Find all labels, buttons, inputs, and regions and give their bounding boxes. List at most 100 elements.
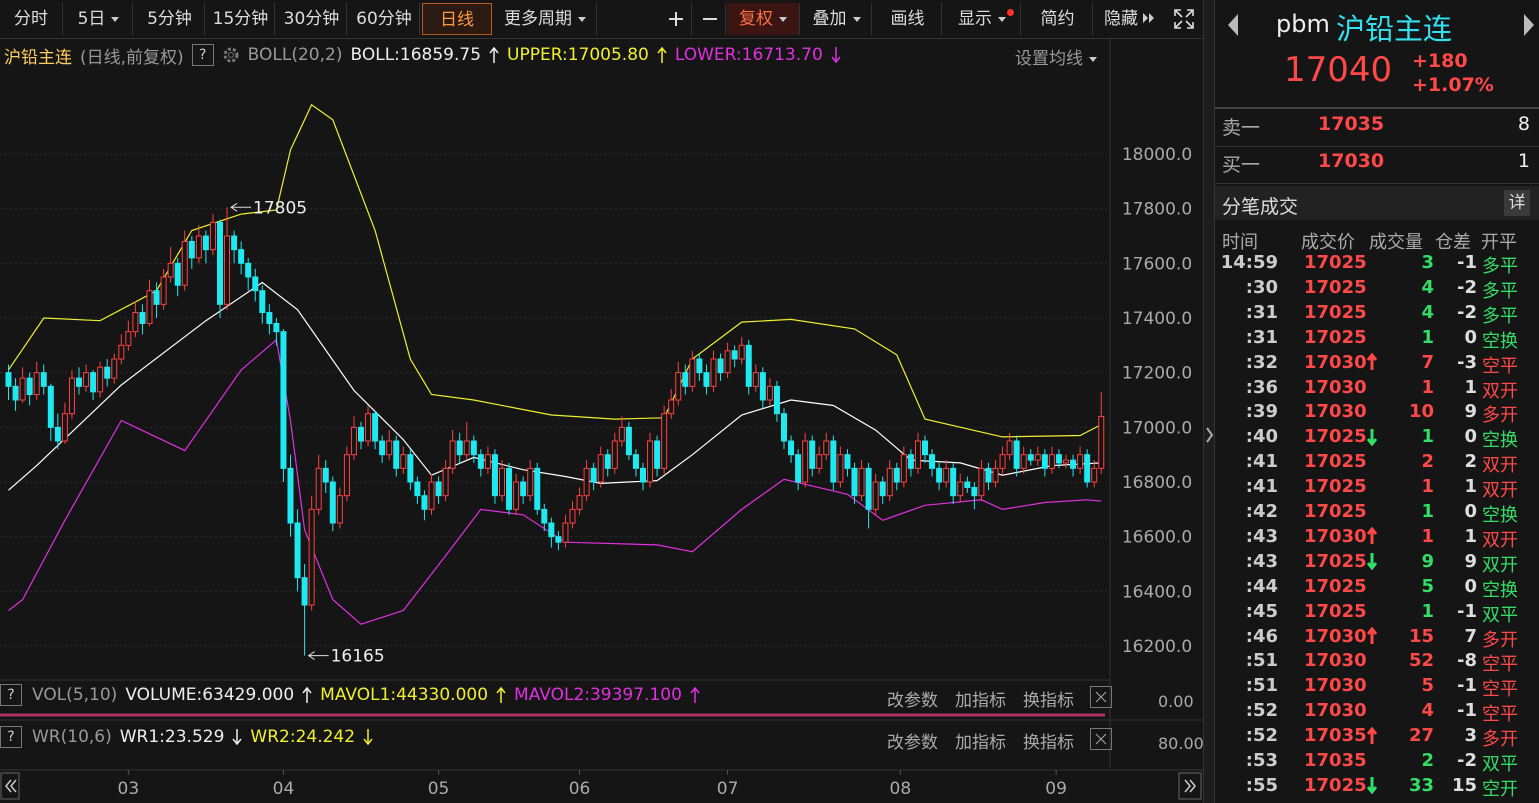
column-header: 开平	[1481, 232, 1517, 253]
trade-volume: 9	[1421, 550, 1434, 572]
panel-button[interactable]: 改参数	[887, 733, 938, 753]
zoom-in[interactable]	[660, 3, 692, 35]
candle-body	[97, 366, 104, 393]
indicator-value: MAVOL1:44330.000	[320, 685, 489, 705]
candle-body	[90, 372, 97, 393]
trade-volume: 10	[1408, 401, 1434, 423]
period-button[interactable]: 分时	[0, 3, 63, 35]
panel-button[interactable]: 加指标	[955, 733, 1006, 753]
candle-body	[19, 377, 26, 401]
period-button[interactable]: 15分钟	[207, 3, 275, 35]
candle-body	[816, 454, 823, 469]
trade-type: 双开	[1482, 529, 1518, 551]
scroll-left[interactable]	[0, 772, 20, 800]
trade-volume: 1	[1421, 476, 1434, 498]
tool-button[interactable]: 叠加	[802, 3, 872, 35]
help-button[interactable]: ?	[0, 684, 22, 706]
trade-price: 17030	[1304, 675, 1367, 697]
quote-panel: pbm 沪铅主连 17040 +180 +1.07% 卖一 17035 8 买一 17030 1 分笔…	[1203, 0, 1539, 803]
indicator-name: VOL(5,10)	[32, 685, 118, 705]
indicator-value: VOLUME:63429.000	[125, 685, 295, 705]
candle-body	[26, 377, 33, 396]
candle-body	[294, 522, 301, 579]
zoom-out[interactable]	[694, 3, 726, 35]
candle-body	[929, 454, 936, 469]
candle-body	[766, 385, 773, 401]
candle-body	[703, 372, 710, 387]
wr-header: ? WR(10,6) WR1:23.529 WR2:24.242	[0, 725, 373, 749]
detail-button[interactable]: 详	[1504, 190, 1530, 216]
tool-button[interactable]: 画线	[874, 3, 942, 35]
trade-price: 17030	[1304, 650, 1367, 672]
candle-body	[872, 481, 879, 510]
candle-body	[1055, 454, 1062, 464]
candle-body	[752, 372, 759, 387]
arrow-down	[363, 729, 373, 746]
x-tick-label: 08	[890, 779, 912, 799]
candle-body	[731, 350, 738, 360]
tool-button[interactable]: 隐藏	[1095, 3, 1165, 35]
candle-body	[675, 372, 682, 401]
period-button[interactable]: 5日	[65, 3, 133, 35]
close-button[interactable]	[1090, 728, 1112, 750]
period-button[interactable]: 30分钟	[277, 3, 347, 35]
last-price: 17040	[1284, 50, 1393, 90]
candle-body	[710, 358, 717, 387]
book-qty: 1	[1517, 150, 1530, 172]
period-button[interactable]: 日线	[422, 3, 492, 35]
candle-body	[68, 377, 75, 415]
help-button[interactable]: ?	[191, 44, 214, 66]
period-button[interactable]: 5分钟	[135, 3, 205, 35]
x-tick-label: 06	[569, 779, 591, 799]
next-arrow[interactable]	[1522, 12, 1536, 38]
panel-button[interactable]: 改参数	[887, 691, 938, 711]
candle-body	[104, 366, 111, 379]
tool-button[interactable]: 显示	[944, 3, 1021, 35]
period-button[interactable]: 更多周期	[494, 3, 597, 35]
candle-body	[1084, 454, 1091, 483]
panel-button[interactable]: 加指标	[955, 691, 1006, 711]
tool-button[interactable]: 复权	[727, 3, 800, 35]
trade-oi-diff: 0	[1464, 501, 1477, 522]
splitter[interactable]	[1204, 0, 1215, 803]
y-tick-label: 17800.0	[1122, 200, 1192, 220]
candle-body	[569, 508, 576, 524]
candle-body	[491, 454, 498, 497]
close-button[interactable]	[1090, 686, 1112, 708]
panel-button[interactable]: 换指标	[1023, 691, 1074, 711]
trades-title: 分笔成交	[1222, 196, 1299, 218]
help-button[interactable]: ?	[0, 726, 22, 748]
annotation-arrow	[307, 651, 329, 661]
period-button[interactable]: 60分钟	[349, 3, 420, 35]
scroll-right[interactable]	[1178, 772, 1202, 800]
candle-body	[245, 262, 252, 278]
prev-arrow[interactable]	[1226, 12, 1240, 38]
trade-time: :43	[1245, 525, 1278, 547]
trade-volume: 27	[1408, 725, 1434, 747]
contract-code: pbm	[1276, 10, 1330, 38]
panel-button[interactable]: 换指标	[1023, 733, 1074, 753]
candle-body	[513, 481, 520, 510]
column-header: 成交价	[1301, 232, 1355, 253]
candle-body	[964, 481, 971, 488]
trade-price: 17035	[1304, 725, 1379, 746]
trade-time: :55	[1245, 774, 1278, 796]
arrow-up	[302, 686, 312, 703]
candle-body	[329, 481, 336, 524]
candle-body	[118, 344, 125, 360]
candle-body	[978, 467, 985, 497]
ma-settings[interactable]: 设置均线	[1015, 44, 1097, 69]
trade-time: 14:59	[1220, 252, 1278, 273]
tool-button[interactable]: 简约	[1023, 3, 1093, 35]
y-tick-label: 17600.0	[1122, 254, 1192, 274]
x-tick-label: 09	[1045, 779, 1067, 799]
trade-time: :32	[1245, 351, 1278, 373]
trade-time: :53	[1245, 750, 1278, 771]
book-qty: 8	[1517, 113, 1530, 135]
fullscreen[interactable]	[1167, 3, 1201, 35]
candle-body	[287, 467, 294, 524]
candle-body	[195, 235, 202, 259]
gear-icon[interactable]	[222, 46, 240, 64]
trade-oi-diff: 0	[1464, 326, 1477, 348]
candle-body	[315, 467, 322, 510]
